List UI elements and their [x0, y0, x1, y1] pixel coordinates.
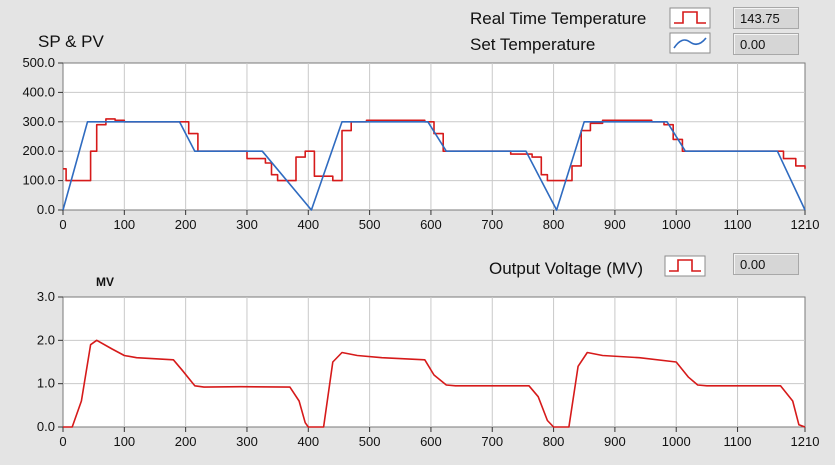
y-tick-label: 100.0 — [22, 173, 55, 188]
x-tick-label: 600 — [420, 434, 442, 449]
y-tick-label: 500.0 — [22, 55, 55, 70]
x-tick-label: 600 — [420, 217, 442, 232]
y-tick-label: 300.0 — [22, 114, 55, 129]
x-tick-label: 200 — [175, 217, 197, 232]
x-tick-label: 0 — [59, 434, 66, 449]
x-tick-label: 800 — [543, 217, 565, 232]
x-tick-label: 100 — [113, 217, 135, 232]
y-tick-label: 200.0 — [22, 143, 55, 158]
x-tick-label: 0 — [59, 217, 66, 232]
legend-swatch-real-time — [669, 7, 711, 29]
plot-area — [62, 62, 806, 211]
indicator-set-value: 0.00 — [733, 33, 799, 55]
chart-title-mv: MV — [96, 275, 114, 289]
x-tick-label: 1100 — [724, 434, 752, 449]
plot-area — [62, 296, 806, 428]
x-tick-label: 1000 — [662, 217, 691, 232]
y-tick-label: 0.0 — [37, 419, 55, 434]
x-tick-label: 200 — [175, 434, 197, 449]
x-tick-label: 300 — [236, 217, 258, 232]
plot-1: 0 100 200 300 400 500 600 700 800 900 1000 1100 1210… — [37, 289, 820, 449]
x-tick-label: 1210 — [791, 217, 820, 232]
x-tick-label: 1210 — [791, 434, 820, 449]
y-tick-label: 400.0 — [22, 84, 55, 99]
x-tick-label: 1100 — [724, 217, 752, 232]
x-tick-label: 300 — [236, 434, 258, 449]
y-tick-label: 3.0 — [37, 289, 55, 304]
plot-0: 0 100 200 300 400 500 600 700 800 900 1000 1100 1210… — [22, 55, 819, 232]
indicator-output-value: 0.00 — [733, 253, 799, 275]
x-tick-label: 500 — [359, 434, 381, 449]
x-tick-label: 800 — [543, 434, 565, 449]
y-tick-label: 1.0 — [37, 376, 55, 391]
legend-label-set: Set Temperature — [470, 35, 595, 54]
x-tick-label: 400 — [297, 434, 319, 449]
x-tick-label: 1000 — [662, 434, 691, 449]
x-tick-label: 900 — [604, 434, 626, 449]
legend-label-real-time: Real Time Temperature — [470, 9, 646, 28]
y-tick-label: 0.0 — [37, 202, 55, 217]
legend-label-output: Output Voltage (MV) — [489, 259, 643, 278]
series-line-output-voltage-mv — [63, 339, 806, 428]
x-tick-label: 900 — [604, 217, 626, 232]
legend-swatch-set — [669, 32, 711, 54]
chart-title-sp-pv: SP & PV — [38, 32, 104, 51]
series-line-set-temperature — [62, 121, 806, 211]
x-tick-label: 700 — [481, 217, 503, 232]
y-tick-label: 2.0 — [37, 332, 55, 347]
x-tick-label: 100 — [113, 434, 135, 449]
indicator-real-time-value: 143.75 — [733, 7, 799, 29]
x-tick-label: 700 — [481, 434, 503, 449]
x-tick-label: 500 — [359, 217, 381, 232]
x-tick-label: 400 — [297, 217, 319, 232]
legend-swatch-output — [664, 255, 706, 277]
